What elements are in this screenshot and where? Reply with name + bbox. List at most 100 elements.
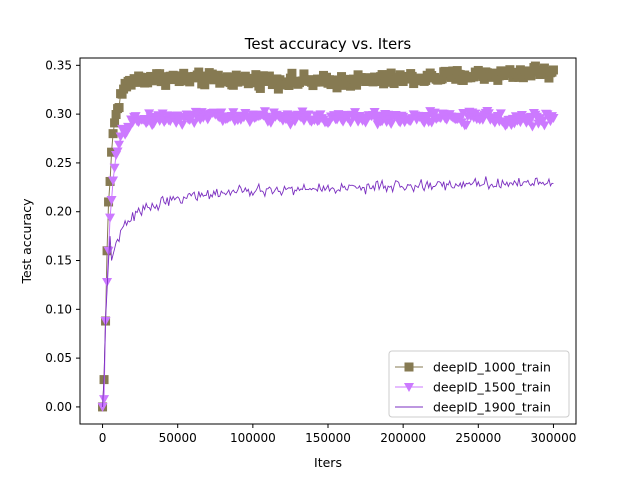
data-point — [122, 82, 132, 92]
y-tick-label: 0.20 — [45, 205, 72, 219]
data-point — [287, 68, 297, 78]
data-point — [114, 140, 125, 150]
data-point — [251, 70, 261, 80]
data-point — [352, 80, 362, 90]
legend-marker — [404, 383, 414, 392]
data-point — [289, 117, 300, 127]
data-point — [537, 116, 548, 126]
data-point — [515, 65, 525, 75]
data-point — [224, 73, 234, 83]
y-axis-label: Test accuracy — [19, 198, 34, 285]
data-point — [107, 147, 117, 157]
x-tick-label: 50000 — [159, 431, 197, 445]
data-point — [451, 74, 461, 84]
data-point — [341, 74, 351, 84]
legend-item: deepID_1900_train — [395, 400, 551, 415]
data-point — [161, 80, 171, 90]
data-point — [228, 108, 239, 118]
chart-title: Test accuracy vs. Iters — [244, 35, 412, 53]
data-point — [386, 119, 397, 129]
data-point — [273, 84, 283, 94]
data-point — [345, 118, 356, 128]
data-point — [461, 120, 472, 130]
data-point — [108, 176, 119, 186]
data-point — [299, 69, 309, 79]
y-tick-label: 0.05 — [45, 351, 72, 365]
data-point — [548, 65, 558, 75]
data-point — [112, 147, 123, 157]
data-point — [106, 196, 117, 206]
data-point — [200, 80, 210, 90]
y-axis: 0.00 0.05 0.10 0.15 0.20 0.25 0.30 0.35 — [45, 58, 80, 414]
data-point — [109, 163, 120, 173]
y-tick-label: 0.15 — [45, 254, 72, 268]
data-point — [477, 115, 488, 125]
data-point — [386, 68, 396, 78]
legend-item: deepID_1000_train — [395, 360, 551, 375]
x-tick-label: 100000 — [230, 431, 276, 445]
data-point — [132, 77, 142, 87]
data-point — [493, 75, 503, 85]
data-point — [284, 80, 294, 90]
legend-item: deepID_1500_train — [395, 380, 551, 395]
data-point — [297, 107, 308, 117]
data-point — [369, 107, 380, 117]
data-point — [145, 113, 156, 123]
data-point — [338, 117, 349, 127]
data-point — [303, 110, 314, 120]
data-point — [429, 108, 440, 118]
data-point — [337, 72, 347, 82]
data-point — [544, 73, 554, 83]
y-tick-label: 0.00 — [45, 400, 72, 414]
legend-marker — [404, 362, 414, 372]
data-point — [548, 113, 559, 123]
series-line — [102, 176, 554, 407]
y-tick-label: 0.35 — [45, 58, 72, 72]
x-tick-label: 0 — [99, 431, 107, 445]
data-point — [494, 71, 504, 81]
data-point — [207, 69, 217, 79]
data-point — [479, 74, 489, 84]
data-point — [395, 70, 405, 80]
data-point — [114, 103, 124, 113]
series-deepID_1500_train — [97, 106, 559, 412]
x-tick-label: 250000 — [455, 431, 501, 445]
y-tick-label: 0.10 — [45, 302, 72, 316]
legend-label: deepID_1900_train — [433, 400, 551, 415]
data-point — [155, 69, 165, 79]
data-point — [437, 74, 447, 84]
data-point — [455, 70, 465, 80]
data-point — [383, 75, 393, 85]
data-point — [527, 122, 538, 132]
data-point — [255, 83, 265, 93]
x-tick-label: 150000 — [305, 431, 351, 445]
x-tick-label: 200000 — [380, 431, 426, 445]
data-point — [426, 118, 437, 128]
data-point — [495, 109, 506, 119]
series-deepID_1000_train — [98, 61, 558, 412]
data-point — [105, 213, 116, 223]
series-layer — [97, 61, 559, 412]
data-point — [473, 65, 483, 75]
x-axis: 0 50000 100000 150000 200000 250000 300000 — [99, 424, 577, 445]
data-point — [285, 120, 296, 130]
legend-label: deepID_1500_train — [433, 380, 551, 395]
x-axis-label: Iters — [314, 455, 342, 470]
legend-box — [388, 350, 570, 418]
data-point — [258, 71, 268, 81]
data-point — [99, 395, 110, 405]
data-point — [264, 71, 274, 81]
data-point — [104, 197, 114, 207]
data-point — [458, 108, 469, 118]
data-point — [97, 402, 108, 412]
legend: deepID_1000_train deepID_1500_train deepID… — [388, 350, 570, 418]
data-point — [130, 112, 141, 122]
data-point — [259, 107, 270, 117]
data-point — [108, 129, 118, 139]
x-tick-label: 300000 — [531, 431, 577, 445]
legend-label: deepID_1000_train — [433, 360, 551, 375]
y-tick-label: 0.30 — [45, 107, 72, 121]
data-point — [143, 78, 153, 88]
data-point — [539, 121, 550, 131]
